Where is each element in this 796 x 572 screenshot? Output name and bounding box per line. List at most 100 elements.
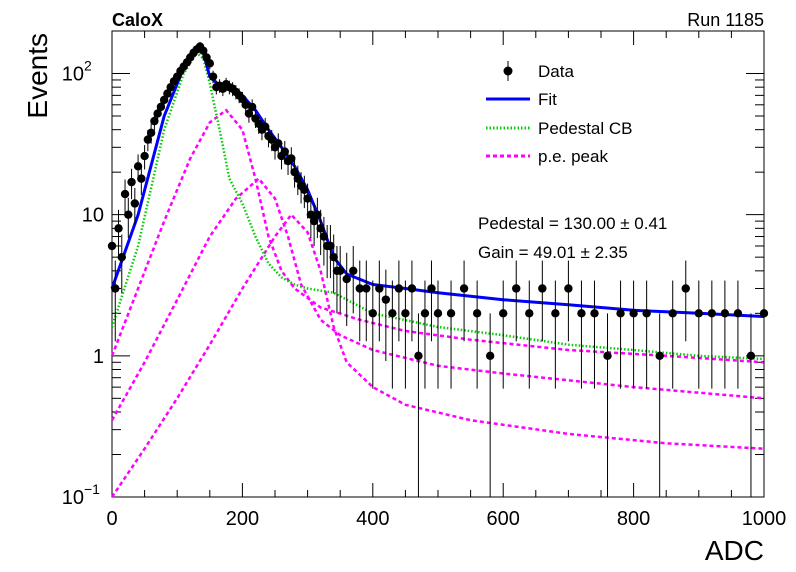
point-marker	[137, 174, 146, 183]
data-point	[329, 234, 338, 294]
y-tick-label: 10	[62, 487, 84, 509]
point-marker	[319, 232, 329, 241]
data-point	[446, 280, 456, 389]
pe-peak-curve-3	[110, 213, 765, 498]
data-point	[326, 224, 335, 279]
point-marker	[499, 309, 508, 318]
point-marker	[326, 241, 335, 251]
legend: Data Fit Pedestal CB p.e. peak	[486, 61, 633, 166]
point-marker	[107, 241, 117, 251]
data-point	[114, 209, 123, 256]
point-marker	[303, 194, 312, 203]
point-marker	[668, 309, 677, 318]
data-point	[564, 260, 573, 342]
data-point	[401, 280, 410, 389]
point-marker	[472, 309, 482, 318]
point-marker	[140, 151, 149, 161]
point-marker	[381, 295, 391, 304]
point-marker	[127, 177, 136, 187]
x-tick-label: 400	[356, 508, 389, 530]
data-point	[368, 280, 377, 389]
point-marker	[120, 189, 130, 199]
point-marker	[375, 284, 384, 293]
x-tick-label: 0	[106, 508, 117, 530]
point-marker	[267, 135, 276, 144]
point-marker	[133, 162, 143, 171]
point-marker	[759, 309, 769, 318]
point-marker	[205, 59, 214, 68]
point-marker	[551, 309, 560, 318]
legend-entry-fit: Fit	[486, 90, 557, 109]
point-marker	[143, 135, 153, 144]
legend-data-marker	[503, 66, 513, 76]
point-marker	[146, 128, 156, 138]
data-point	[433, 280, 443, 389]
y-tick-label: 1	[93, 346, 104, 368]
data-point	[720, 280, 730, 389]
data-point	[205, 57, 214, 70]
point-marker	[681, 284, 690, 293]
data-point	[349, 245, 358, 314]
point-marker	[150, 116, 159, 126]
data-point	[120, 179, 130, 214]
gain-result: Gain = 49.01 ± 2.35	[478, 243, 628, 262]
data-point	[394, 260, 404, 342]
data-point	[551, 280, 560, 389]
legend-label-fit: Fit	[538, 90, 557, 109]
data-point	[247, 99, 257, 116]
legend-label-pedestal: Pedestal CB	[538, 119, 633, 138]
data-point	[427, 260, 436, 342]
point-marker	[564, 284, 573, 293]
data-point	[499, 280, 508, 389]
point-marker	[355, 284, 364, 293]
data-point	[127, 168, 136, 200]
point-marker	[293, 174, 303, 183]
curves	[110, 47, 765, 498]
data-point	[381, 269, 391, 362]
experiment-label: CaloX	[112, 10, 163, 30]
data-point	[117, 234, 126, 294]
point-marker	[280, 147, 289, 156]
data-point	[459, 260, 469, 342]
data-point	[287, 147, 296, 173]
data-points	[107, 41, 769, 497]
x-tick-label: 800	[617, 508, 650, 530]
y-tick-label: 10	[82, 205, 104, 227]
point-marker	[746, 351, 756, 361]
x-tick-label: 200	[226, 508, 259, 530]
x-axis-label: ADC	[705, 535, 764, 566]
data-point	[300, 175, 309, 209]
point-marker	[241, 100, 250, 110]
point-marker	[720, 309, 730, 318]
point-marker	[388, 309, 397, 318]
point-marker	[114, 224, 123, 233]
data-point	[759, 280, 769, 389]
data-point	[316, 209, 325, 256]
fit-curve	[110, 47, 765, 318]
point-marker	[111, 284, 120, 293]
data-point	[274, 133, 283, 156]
legend-label-pe-peak: p.e. peak	[538, 147, 608, 166]
data-point	[694, 280, 703, 389]
y-tick-label: 10	[62, 63, 84, 85]
data-point	[342, 252, 351, 326]
point-marker	[124, 210, 133, 219]
data-point	[375, 260, 384, 342]
point-marker	[316, 224, 325, 233]
legend-entry-pe-peak: p.e. peak	[486, 147, 608, 166]
data-point	[668, 280, 677, 389]
point-marker	[616, 309, 625, 318]
data-point	[306, 197, 316, 238]
legend-entry-pedestal: Pedestal CB	[486, 119, 633, 138]
data-point	[414, 313, 423, 497]
point-marker	[300, 185, 309, 195]
point-marker	[414, 351, 423, 361]
data-point	[309, 203, 319, 246]
data-point	[538, 260, 547, 342]
data-point	[355, 260, 364, 342]
y-tick-exponent: 2	[84, 57, 92, 73]
data-point	[199, 45, 208, 57]
point-marker	[130, 199, 140, 208]
